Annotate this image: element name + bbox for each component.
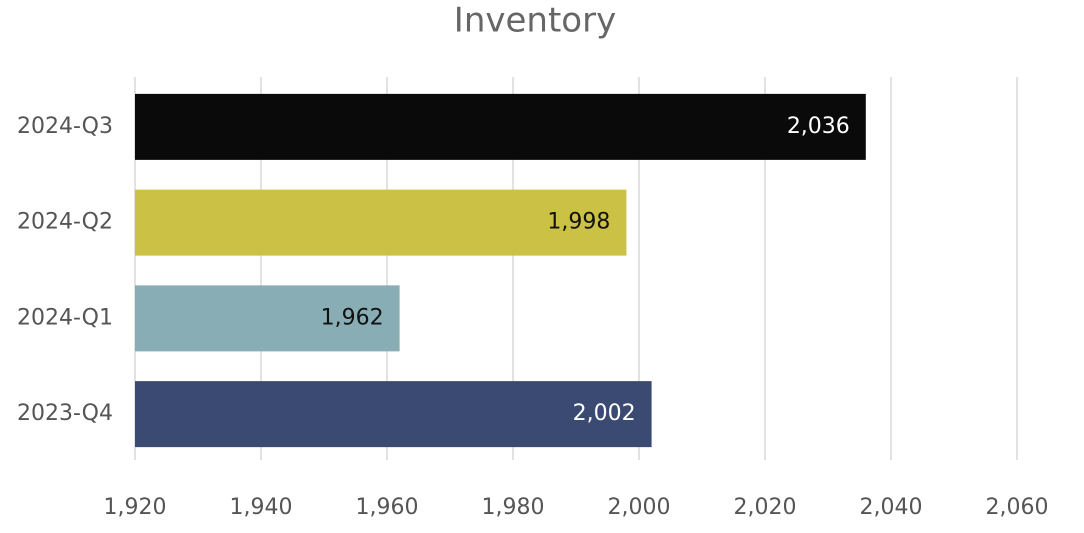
y-tick-label: 2024-Q3 — [17, 114, 113, 139]
y-tick-label: 2023-Q4 — [17, 401, 113, 426]
x-tick-label: 2,000 — [608, 495, 671, 520]
x-tick-label: 1,980 — [482, 495, 545, 520]
x-tick-label: 1,940 — [230, 495, 293, 520]
chart-title: Inventory — [454, 1, 616, 41]
data-label: 2,036 — [787, 114, 850, 139]
data-label: 2,002 — [573, 401, 636, 426]
x-tick-label: 1,920 — [104, 495, 167, 520]
y-tick-label: 2024-Q1 — [17, 305, 113, 330]
bar — [135, 381, 652, 448]
x-tick-label: 2,020 — [734, 495, 797, 520]
x-tick-label: 2,040 — [860, 495, 923, 520]
y-tick-label: 2024-Q2 — [17, 210, 113, 235]
bar — [135, 93, 866, 160]
x-tick-label: 1,960 — [356, 495, 419, 520]
bar — [135, 285, 400, 352]
bar — [135, 189, 627, 256]
data-label: 1,962 — [321, 305, 384, 330]
data-label: 1,998 — [547, 210, 610, 235]
x-tick-label: 2,060 — [986, 495, 1049, 520]
